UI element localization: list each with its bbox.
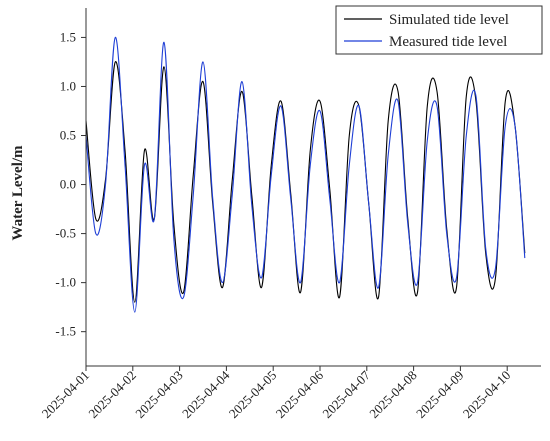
y-tick-label: -0.5 xyxy=(55,226,76,241)
x-tick-label: 2025-04-06 xyxy=(273,367,327,421)
y-tick-label: -1.0 xyxy=(55,275,76,290)
x-tick-label: 2025-04-07 xyxy=(319,367,373,421)
x-tick-label: 2025-04-08 xyxy=(366,368,420,422)
x-tick-label: 2025-04-10 xyxy=(460,368,514,422)
series-line-simulated xyxy=(85,61,526,303)
y-tick-label: 1.5 xyxy=(60,29,76,44)
chart-legend: Simulated tide level Measured tide level xyxy=(335,5,543,55)
x-tick-label: 2025-04-09 xyxy=(413,368,467,422)
y-tick-label: -1.5 xyxy=(55,324,76,339)
x-tick-label: 2025-04-02 xyxy=(85,368,139,422)
series-line-measured xyxy=(85,36,526,313)
x-tick-label: 2025-04-04 xyxy=(179,367,233,421)
legend-label-simulated: Simulated tide level xyxy=(389,12,509,28)
y-axis-label: Water Level/m xyxy=(10,145,26,241)
x-tick-label: 2025-04-03 xyxy=(132,368,186,422)
x-tick-label: 2025-04-05 xyxy=(226,368,280,422)
x-axis-ticks: 2025-04-012025-04-022025-04-032025-04-04… xyxy=(39,366,514,422)
legend-label-measured: Measured tide level xyxy=(389,34,507,50)
y-tick-label: 0.5 xyxy=(60,128,76,143)
y-tick-label: 0.0 xyxy=(60,177,76,192)
y-axis-ticks: -1.5 -1.0 -0.5 0.0 0.5 1.0 1.5 xyxy=(55,29,86,339)
series-lines xyxy=(85,36,526,313)
legend-box xyxy=(335,5,543,55)
x-tick-label: 2025-04-01 xyxy=(39,368,93,422)
y-tick-label: 1.0 xyxy=(60,78,76,93)
